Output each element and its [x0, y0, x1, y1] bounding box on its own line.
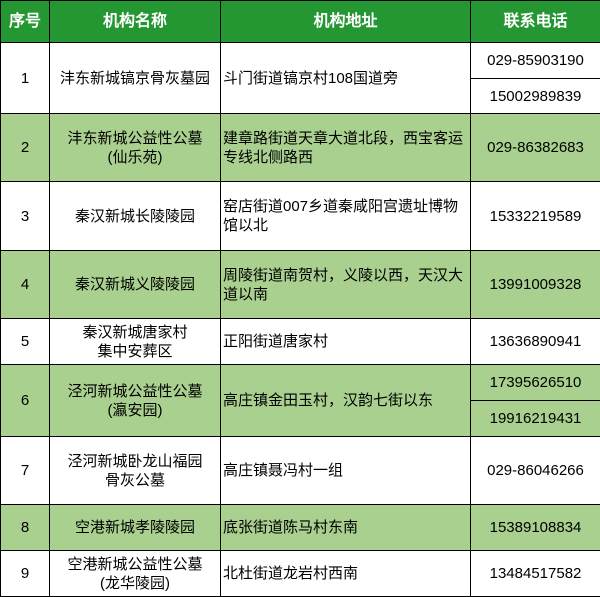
institution-address: 北杜街道龙岩村西南	[220, 550, 471, 597]
phone-number: 19916219431	[470, 400, 600, 437]
institution-address: 底张街道陈马村东南	[220, 504, 471, 551]
institution-name: 泾河新城公益性公墓 (瀛安园)	[49, 364, 221, 437]
institution-name: 秦汉新城唐家村 集中安葬区	[49, 318, 221, 365]
institution-name: 泾河新城卧龙山福园 骨灰公墓	[49, 436, 221, 505]
institution-name: 秦汉新城长陵陵园	[49, 181, 221, 251]
phone-number: 13991009328	[470, 250, 600, 319]
institution-address: 窑店街道007乡道秦咸阳宫遗址博物馆以北	[220, 181, 471, 251]
row-number: 4	[0, 250, 50, 319]
institution-address: 周陵街道南贺村，义陵以西，天汉大道以南	[220, 250, 471, 319]
table-row: 4 秦汉新城义陵陵园 周陵街道南贺村，义陵以西，天汉大道以南 13991009328	[0, 250, 600, 319]
table-row: 1 沣东新城镐京骨灰墓园 斗门街道镐京村108国道旁 029-85903190	[0, 42, 600, 114]
institution-address: 斗门街道镐京村108国道旁	[220, 42, 471, 114]
institution-name-line: 泾河新城卧龙山福园	[67, 452, 203, 470]
row-number: 3	[0, 181, 50, 251]
phone-number: 13484517582	[470, 550, 600, 597]
institution-address: 正阳街道唐家村	[220, 318, 471, 365]
institution-name-line: 空港新城公益性公墓	[67, 555, 203, 573]
phone-number: 15332219589	[470, 181, 600, 251]
institution-name-line: 秦汉新城义陵陵园	[74, 276, 195, 293]
row-number: 6	[0, 364, 50, 437]
institution-name-line: 沣东新城公益性公墓	[67, 129, 203, 147]
phone-number: 13636890941	[470, 318, 600, 365]
institution-name: 秦汉新城义陵陵园	[49, 250, 221, 319]
institution-name-line: 空港新城孝陵陵园	[74, 519, 195, 536]
row-number: 7	[0, 436, 50, 505]
row-number: 5	[0, 318, 50, 365]
institution-name: 沣东新城公益性公墓 (仙乐苑)	[49, 113, 221, 182]
table-row: 6 泾河新城公益性公墓 (瀛安园) 高庄镇金田玉村，汉韵七街以东 17395626510	[0, 364, 600, 437]
institution-name-line: 沣东新城镐京骨灰墓园	[59, 69, 210, 87]
institution-name: 空港新城孝陵陵园	[49, 504, 221, 551]
header-no: 序号	[0, 0, 50, 43]
institution-name-line: 泾河新城公益性公墓	[67, 382, 203, 400]
table-row: 7 泾河新城卧龙山福园 骨灰公墓 高庄镇聂冯村一组 029-86046266	[0, 436, 600, 505]
row-number: 8	[0, 504, 50, 551]
institution-address: 高庄镇聂冯村一组	[220, 436, 471, 505]
table-row: 9 空港新城公益性公墓 (龙华陵园) 北杜街道龙岩村西南 13484517582	[0, 550, 600, 597]
institution-name-line: (瀛安园)	[107, 401, 163, 419]
header-address: 机构地址	[220, 0, 471, 43]
header-phone: 联系电话	[470, 0, 600, 43]
table-row: 8 空港新城孝陵陵园 底张街道陈马村东南 15389108834	[0, 504, 600, 551]
phone-number: 17395626510	[470, 364, 600, 401]
institution-name-line: (仙乐苑)	[107, 148, 163, 166]
phone-number: 029-86046266	[470, 436, 600, 505]
row-number: 9	[0, 550, 50, 597]
phone-number: 15002989839	[470, 78, 600, 114]
table-row: 5 秦汉新城唐家村 集中安葬区 正阳街道唐家村 13636890941	[0, 318, 600, 365]
table-row: 3 秦汉新城长陵陵园 窑店街道007乡道秦咸阳宫遗址博物馆以北 15332219589	[0, 181, 600, 251]
table-row-extra-phone: 19916219431	[1, 400, 600, 437]
header-row: 序号 机构名称 机构地址 联系电话	[0, 0, 600, 43]
institution-address: 建章路街道天章大道北段，西宝客运专线北侧路西	[220, 113, 471, 182]
institution-name-line: 骨灰公墓	[104, 471, 165, 489]
phone-number: 15389108834	[470, 504, 600, 551]
phone-number: 029-85903190	[470, 42, 600, 79]
institution-address: 高庄镇金田玉村，汉韵七街以东	[220, 364, 471, 437]
row-number: 2	[0, 113, 50, 182]
institution-name-line: (龙华陵园)	[100, 574, 170, 592]
header-name: 机构名称	[49, 0, 221, 43]
institution-name-line: 秦汉新城唐家村	[82, 323, 188, 341]
institution-name: 沣东新城镐京骨灰墓园	[49, 42, 221, 114]
table-row-extra-phone: 15002989839	[1, 78, 600, 114]
table-row: 2 沣东新城公益性公墓 (仙乐苑) 建章路街道天章大道北段，西宝客运专线北侧路西 029…	[0, 113, 600, 182]
row-number: 1	[0, 42, 50, 114]
institution-name-line: 集中安葬区	[97, 342, 173, 360]
institution-name: 空港新城公益性公墓 (龙华陵园)	[49, 550, 221, 597]
phone-number: 029-86382683	[470, 113, 600, 182]
institution-name-line: 秦汉新城长陵陵园	[74, 207, 195, 225]
